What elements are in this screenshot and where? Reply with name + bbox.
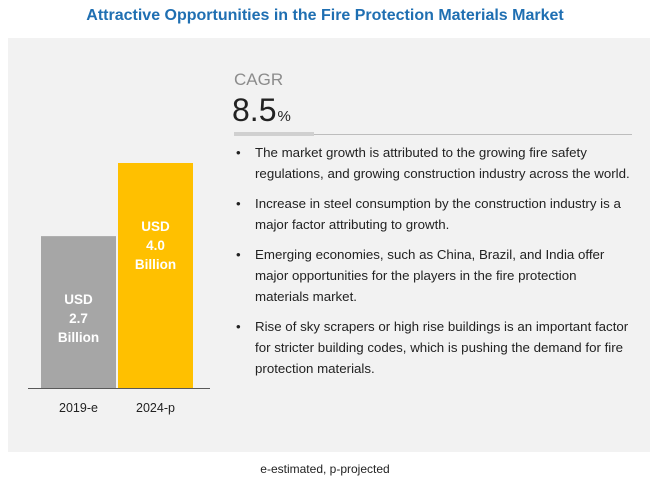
content-panel: USD 2.7 Billion 2019-e USD 4.0 Billion 2024-p C… [8,38,650,452]
market-size-bar-chart: USD 2.7 Billion 2019-e USD 4.0 Billion 2024-p [28,163,210,415]
bar-data-label: Billion [58,330,99,345]
cagr-underline [234,132,314,136]
x-tick-label: 2019-e [59,401,98,415]
page-title: Attractive Opportunities in the Fire Pro… [86,7,564,24]
bar-data-label: 2.7 [69,311,88,326]
bullet-icon: • [236,145,241,160]
insight-item: • Increase in steel consumption by the co… [234,193,634,235]
x-tick-label: 2024-p [136,401,175,415]
insight-item: • Emerging economies, such as China, Braz… [234,244,634,307]
bar-2019-e [41,236,116,388]
insight-text: Emerging economies, such as China, Brazi… [255,247,605,304]
cagr-value: 8.5% [232,92,291,129]
bar-data-label: USD [141,219,170,234]
bullet-icon: • [236,196,241,211]
bullet-icon: • [236,247,241,262]
insight-item: • Rise of sky scrapers or high rise build… [234,316,634,379]
insight-item: • The market growth is attributed to the … [234,142,634,184]
cagr-divider [314,134,632,135]
bar-2024-p [118,163,193,388]
bullet-icon: • [236,319,241,334]
insight-text: Rise of sky scrapers or high rise buildi… [255,319,629,376]
bar-data-label: Billion [135,257,176,272]
cagr-label: CAGR [234,70,284,89]
bar-data-label: USD [64,292,93,307]
cagr-number: 8.5 [232,92,277,128]
insight-text: The market growth is attributed to the g… [255,145,630,181]
bar-data-label: 4.0 [146,238,165,253]
insights-list: • The market growth is attributed to the … [234,142,634,388]
footnote: e-estimated, p-projected [260,462,390,476]
insight-text: Increase in steel consumption by the con… [255,196,621,232]
cagr-unit: % [277,108,291,125]
